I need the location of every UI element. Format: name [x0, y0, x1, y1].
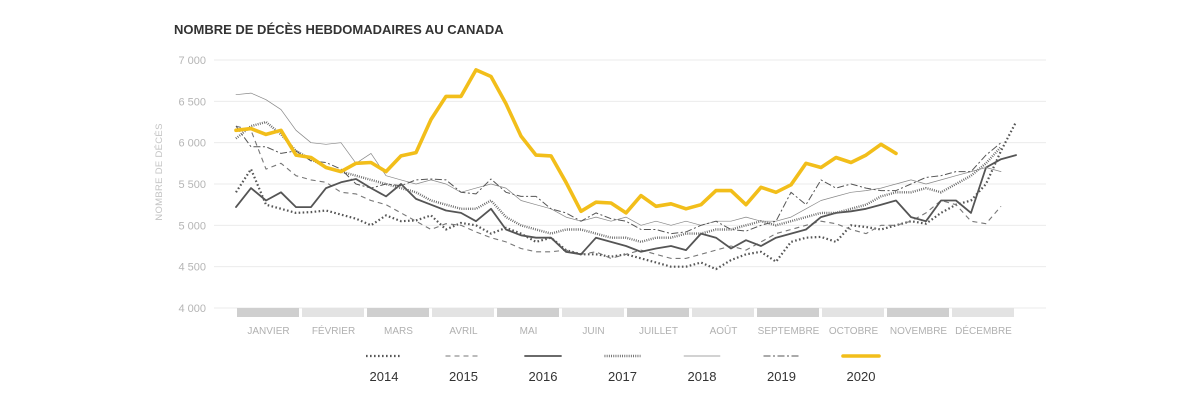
month-band [627, 308, 689, 317]
month-label: AVRIL [449, 326, 478, 337]
month-label: JUILLET [639, 326, 678, 337]
month-label: AOÛT [710, 324, 738, 337]
month-band [562, 308, 624, 317]
y-tick-label: 7 000 [178, 55, 206, 67]
month-band [302, 308, 364, 317]
month-band [432, 308, 494, 317]
month-label: MAI [520, 326, 538, 337]
series-line-2015 [235, 125, 1002, 259]
month-label: NOVEMBRE [890, 326, 948, 337]
chart-title: NOMBRE DE DÉCÈS HEBDOMADAIRES AU CANADA [174, 22, 504, 37]
y-tick-label: 5 000 [178, 220, 206, 232]
series-line-2020 [234, 68, 898, 215]
series-line-2014 [235, 121, 1017, 271]
month-label: SEPTEMBRE [758, 326, 820, 337]
y-tick-label: 6 500 [178, 96, 206, 108]
month-label: JUIN [582, 326, 604, 337]
gridlines [214, 59, 1046, 309]
series-line-2018 [235, 92, 1002, 226]
y-tick-label: 5 500 [178, 179, 206, 191]
legend: 2014 2015 2016 2017 2018 2019 2020 [366, 354, 881, 384]
y-axis-label: NOMBRE DE DÉCÈS [154, 123, 165, 220]
month-label: OCTOBRE [829, 326, 879, 337]
legend-label-2019: 2019 [767, 369, 796, 384]
legend-label-2016: 2016 [529, 369, 558, 384]
month-axis: JANVIER FÉVRIER MARS AVRIL MAI JUIN JUILLET AOÛ… [237, 308, 1014, 337]
legend-label-2015: 2015 [449, 369, 478, 384]
y-tick-label: 6 000 [178, 138, 206, 150]
month-band [692, 308, 754, 317]
month-band [887, 308, 949, 317]
month-label: MARS [384, 326, 413, 337]
series-line-2019 [235, 125, 1002, 235]
month-band [367, 308, 429, 317]
legend-label-2020: 2020 [847, 369, 876, 384]
month-band [757, 308, 819, 317]
legend-label-2018: 2018 [688, 369, 717, 384]
y-tick-label: 4 500 [178, 262, 206, 274]
series-line-2016 [235, 154, 1017, 256]
series-lines [234, 68, 1017, 271]
legend-label-2017: 2017 [608, 369, 637, 384]
legend-label-2014: 2014 [370, 369, 399, 384]
month-band [237, 308, 299, 317]
month-band [952, 308, 1014, 317]
y-tick-label: 4 000 [178, 303, 206, 315]
y-tick-labels: 4 000 4 500 5 000 5 500 6 000 6 500 7 000 [178, 55, 206, 315]
month-label: DÉCEMBRE [955, 324, 1012, 337]
month-label: JANVIER [247, 326, 289, 337]
month-label: FÉVRIER [312, 324, 355, 337]
series-line-2017 [235, 120, 1002, 244]
month-band [497, 308, 559, 317]
month-band [822, 308, 884, 317]
